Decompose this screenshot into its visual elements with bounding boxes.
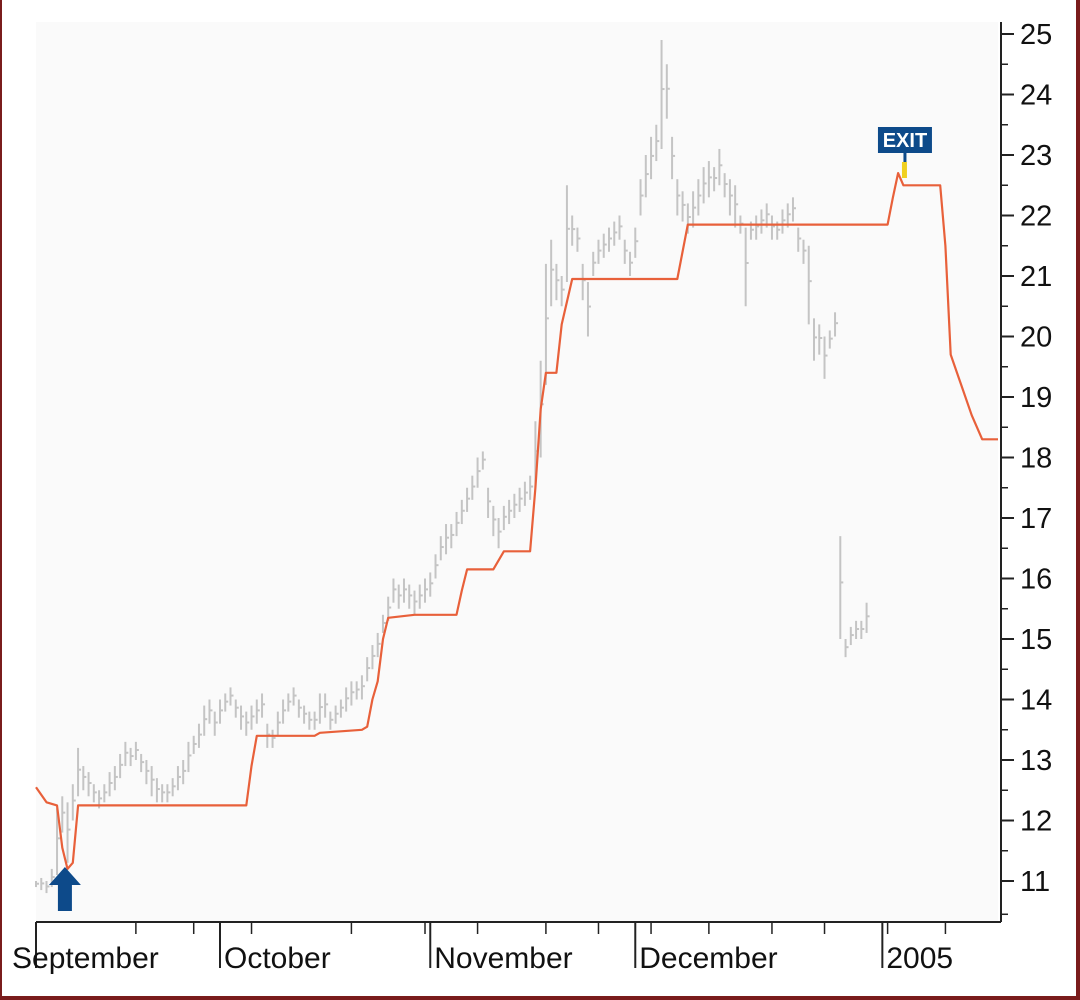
y-tick-label: 22 (1020, 201, 1052, 233)
y-tick-label: 18 (1020, 443, 1052, 475)
y-tick-label: 17 (1020, 503, 1052, 535)
x-tick-label: 2005 (886, 942, 953, 975)
y-tick-label: 20 (1020, 322, 1052, 354)
x-tick-label: December (639, 942, 777, 975)
y-tick-label: 11 (1020, 866, 1050, 898)
y-tick-label: 23 (1020, 140, 1052, 172)
y-tick-label: 24 (1020, 80, 1052, 112)
y-tick-label: 15 (1020, 624, 1052, 656)
x-tick-label: September (12, 942, 159, 975)
y-tick-label: 14 (1020, 685, 1052, 717)
y-tick-label: 25 (1020, 19, 1052, 51)
stop-line (35, 172, 998, 871)
entry-arrow-icon (48, 867, 81, 911)
y-tick-label: 21 (1020, 261, 1052, 293)
y-tick-label: 16 (1020, 564, 1052, 596)
x-tick-label: November (434, 942, 572, 975)
exit-label: EXIT (883, 130, 927, 152)
plot-area (36, 22, 998, 922)
exit-marker (877, 127, 932, 153)
y-tick-label: 19 (1020, 382, 1052, 414)
y-tick-label: 12 (1020, 806, 1052, 838)
y-tick-label: 13 (1020, 745, 1052, 777)
x-tick-label: October (224, 942, 331, 975)
exit-marker-flag (901, 162, 907, 178)
